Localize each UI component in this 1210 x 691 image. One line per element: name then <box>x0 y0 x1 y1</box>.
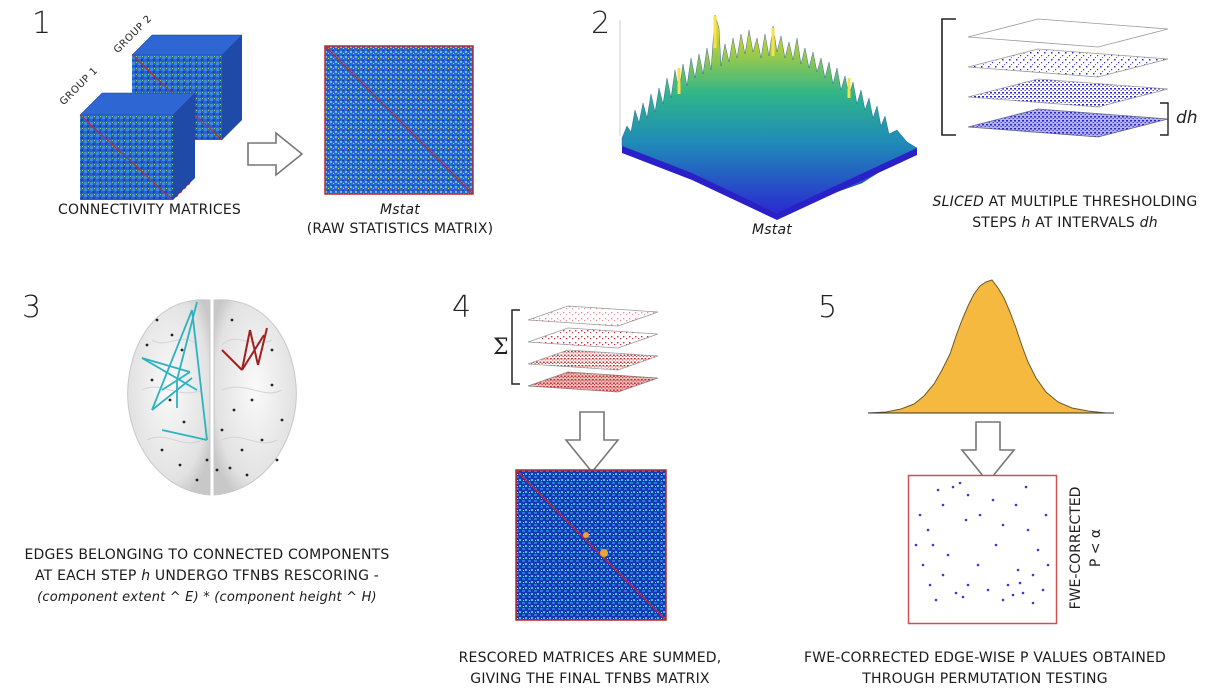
raw-statistics-matrix <box>324 45 474 195</box>
red-component-edges <box>221 327 268 371</box>
right-arrow-icon <box>247 131 304 177</box>
rescored-caption: RESCORED MATRICES ARE SUMMED, GIVING THE… <box>458 650 722 687</box>
fwe-axis-label: FWE-CORRECTED P < α <box>1068 486 1104 610</box>
mstat-label-1: Mstat <box>380 202 420 218</box>
blue-component-edges <box>141 301 208 441</box>
red-threshold-slices <box>511 305 659 393</box>
threshold-slices <box>941 18 1169 138</box>
sum-bracket <box>511 309 520 385</box>
down-arrow-icon-1 <box>564 411 620 474</box>
mstat-label-2: Mstat <box>752 222 792 238</box>
group-1-cube <box>79 92 196 201</box>
dh-bracket <box>1160 102 1169 136</box>
panel-4-number: 4 <box>452 290 472 325</box>
slice-1 <box>967 18 1169 48</box>
edges-caption: EDGES BELONGING TO CONNECTED COMPONENTS … <box>24 547 390 605</box>
sliced-caption: SLICED AT MULTIPLE THRESHOLDING STEPS h … <box>932 194 1198 231</box>
slices-bracket <box>941 18 956 136</box>
connectivity-matrices-caption: CONNECTIVITY MATRICES <box>58 202 241 218</box>
panel-5-number: 5 <box>818 290 838 325</box>
fwe-corrected-matrix <box>907 474 1058 625</box>
fwe-caption: FWE-CORRECTED EDGE-WISE P VALUES OBTAINE… <box>803 650 1167 687</box>
mstat-3d-surface <box>619 14 918 220</box>
panel-3-number: 3 <box>22 290 42 325</box>
panel-2-number: 2 <box>591 6 611 41</box>
dh-label: dh <box>1176 108 1198 128</box>
tfnbs-matrix <box>515 469 667 621</box>
slice-2 <box>967 48 1169 78</box>
slice-4 <box>967 108 1169 138</box>
slice-3 <box>967 78 1169 108</box>
permutation-histogram <box>867 279 1114 414</box>
panel-1-number: 1 <box>32 6 52 41</box>
raw-statistics-caption: (RAW STATISTICS MATRIX) <box>306 221 494 237</box>
down-arrow-icon-2 <box>960 421 1016 484</box>
brain-network <box>127 299 297 496</box>
connectivity-matrices-stack <box>79 34 243 201</box>
sigma-symbol: Σ <box>493 335 509 360</box>
